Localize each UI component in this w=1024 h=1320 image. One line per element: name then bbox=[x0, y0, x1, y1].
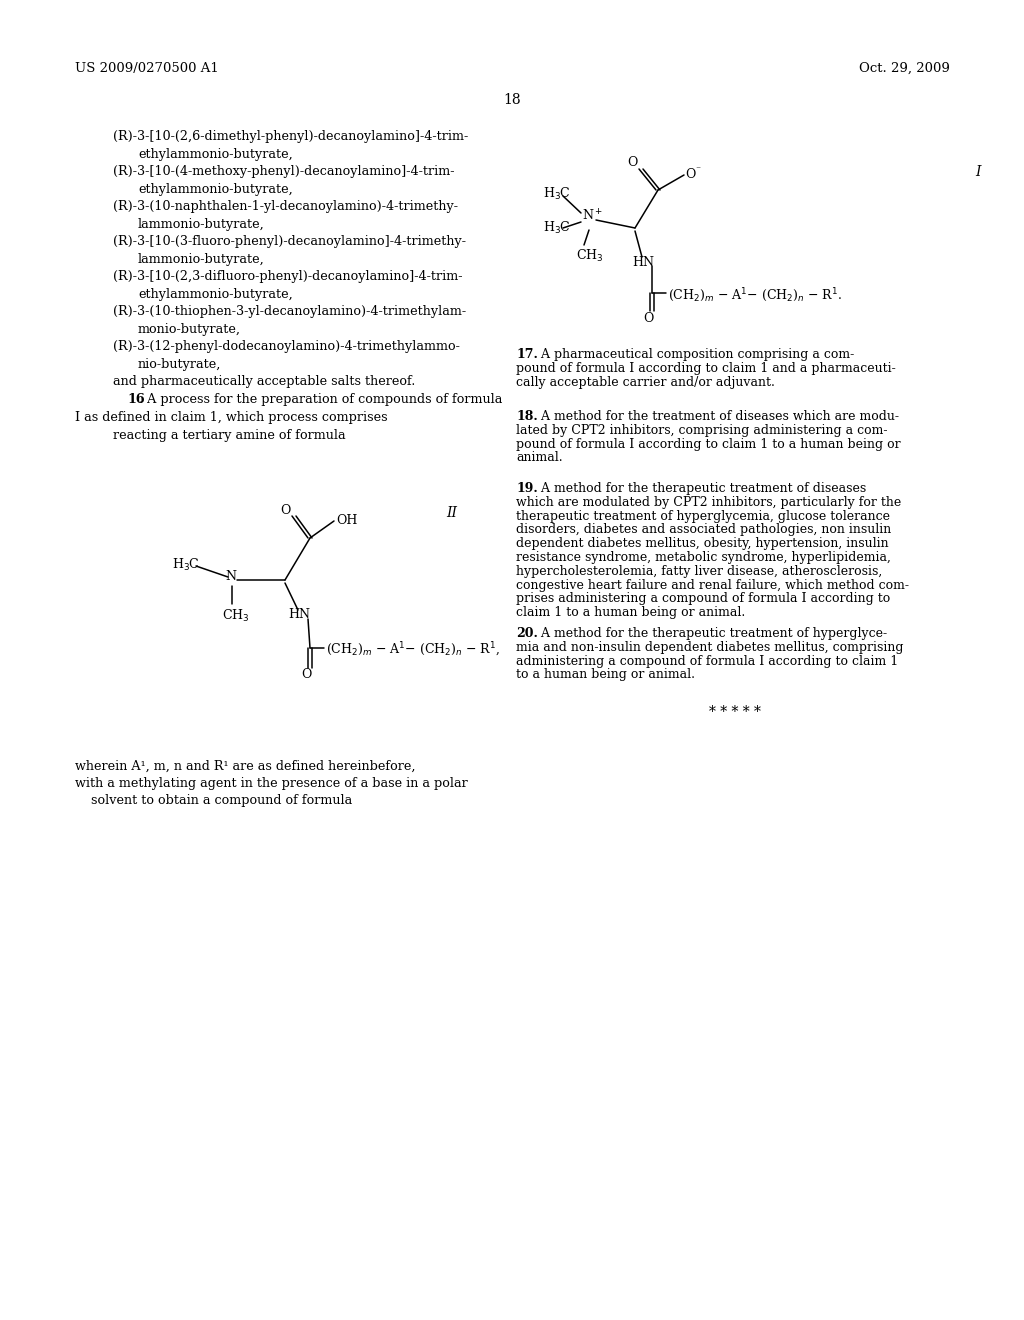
Text: O: O bbox=[643, 312, 653, 325]
Text: 17.: 17. bbox=[516, 348, 538, 360]
Text: hypercholesterolemia, fatty liver disease, atherosclerosis,: hypercholesterolemia, fatty liver diseas… bbox=[516, 565, 883, 578]
Text: nio-butyrate,: nio-butyrate, bbox=[138, 358, 221, 371]
Text: dependent diabetes mellitus, obesity, hypertension, insulin: dependent diabetes mellitus, obesity, hy… bbox=[516, 537, 889, 550]
Text: pound of formula I according to claim 1 and a pharmaceuti-: pound of formula I according to claim 1 … bbox=[516, 362, 896, 375]
Text: lammonio-butyrate,: lammonio-butyrate, bbox=[138, 218, 265, 231]
Text: (R)-3-[10-(4-methoxy-phenyl)-decanoylamino]-4-trim-: (R)-3-[10-(4-methoxy-phenyl)-decanoylami… bbox=[113, 165, 455, 178]
Text: 19.: 19. bbox=[516, 482, 538, 495]
Text: to a human being or animal.: to a human being or animal. bbox=[516, 668, 695, 681]
Text: A method for the therapeutic treatment of hyperglyce-: A method for the therapeutic treatment o… bbox=[534, 627, 888, 640]
Text: with a methylating agent in the presence of a base in a polar: with a methylating agent in the presence… bbox=[75, 777, 468, 789]
Text: O: O bbox=[280, 503, 290, 516]
Text: reacting a tertiary amine of formula: reacting a tertiary amine of formula bbox=[113, 429, 346, 442]
Text: OH: OH bbox=[336, 515, 357, 528]
Text: claim 1 to a human being or animal.: claim 1 to a human being or animal. bbox=[516, 606, 745, 619]
Text: pound of formula I according to claim 1 to a human being or: pound of formula I according to claim 1 … bbox=[516, 438, 901, 450]
Text: I: I bbox=[975, 165, 981, 180]
Text: Oct. 29, 2009: Oct. 29, 2009 bbox=[859, 62, 950, 75]
Text: HN: HN bbox=[288, 609, 310, 622]
Text: A pharmaceutical composition comprising a com-: A pharmaceutical composition comprising … bbox=[534, 348, 855, 360]
Text: (R)-3-(10-thiophen-3-yl-decanoylamino)-4-trimethylam-: (R)-3-(10-thiophen-3-yl-decanoylamino)-4… bbox=[113, 305, 466, 318]
Text: and pharmaceutically acceptable salts thereof.: and pharmaceutically acceptable salts th… bbox=[113, 375, 416, 388]
Text: (R)-3-(12-phenyl-dodecanoylamino)-4-trimethylammo-: (R)-3-(12-phenyl-dodecanoylamino)-4-trim… bbox=[113, 341, 460, 352]
Text: O: O bbox=[301, 668, 311, 681]
Text: A method for the therapeutic treatment of diseases: A method for the therapeutic treatment o… bbox=[534, 482, 866, 495]
Text: N: N bbox=[225, 569, 236, 582]
Text: animal.: animal. bbox=[516, 451, 562, 465]
Text: administering a compound of formula I according to claim 1: administering a compound of formula I ac… bbox=[516, 655, 898, 668]
Text: ethylammonio-butyrate,: ethylammonio-butyrate, bbox=[138, 148, 293, 161]
Text: (R)-3-[10-(2,6-dimethyl-phenyl)-decanoylamino]-4-trim-: (R)-3-[10-(2,6-dimethyl-phenyl)-decanoyl… bbox=[113, 129, 468, 143]
Text: . A process for the preparation of compounds of formula: . A process for the preparation of compo… bbox=[139, 393, 503, 407]
Text: H$_3$C: H$_3$C bbox=[172, 557, 200, 573]
Text: O: O bbox=[685, 169, 695, 181]
Text: disorders, diabetes and associated pathologies, non insulin: disorders, diabetes and associated patho… bbox=[516, 524, 891, 536]
Text: II: II bbox=[446, 506, 458, 520]
Text: (R)-3-[10-(2,3-difluoro-phenyl)-decanoylamino]-4-trim-: (R)-3-[10-(2,3-difluoro-phenyl)-decanoyl… bbox=[113, 271, 463, 282]
Text: CH$_3$: CH$_3$ bbox=[575, 248, 603, 264]
Text: mia and non-insulin dependent diabetes mellitus, comprising: mia and non-insulin dependent diabetes m… bbox=[516, 640, 903, 653]
Text: congestive heart failure and renal failure, which method com-: congestive heart failure and renal failu… bbox=[516, 578, 909, 591]
Text: HN: HN bbox=[632, 256, 654, 268]
Text: (R)-3-(10-naphthalen-1-yl-decanoylamino)-4-trimethy-: (R)-3-(10-naphthalen-1-yl-decanoylamino)… bbox=[113, 201, 458, 213]
Text: solvent to obtain a compound of formula: solvent to obtain a compound of formula bbox=[75, 795, 352, 807]
Text: monio-butyrate,: monio-butyrate, bbox=[138, 323, 241, 337]
Text: ethylammonio-butyrate,: ethylammonio-butyrate, bbox=[138, 183, 293, 195]
Text: cally acceptable carrier and/or adjuvant.: cally acceptable carrier and/or adjuvant… bbox=[516, 376, 775, 388]
Text: ethylammonio-butyrate,: ethylammonio-butyrate, bbox=[138, 288, 293, 301]
Text: 18.: 18. bbox=[516, 411, 538, 422]
Text: lated by CPT2 inhibitors, comprising administering a com-: lated by CPT2 inhibitors, comprising adm… bbox=[516, 424, 888, 437]
Text: (R)-3-[10-(3-fluoro-phenyl)-decanoylamino]-4-trimethy-: (R)-3-[10-(3-fluoro-phenyl)-decanoylamin… bbox=[113, 235, 466, 248]
Text: which are modulated by CPT2 inhibitors, particularly for the: which are modulated by CPT2 inhibitors, … bbox=[516, 496, 901, 508]
Text: US 2009/0270500 A1: US 2009/0270500 A1 bbox=[75, 62, 219, 75]
Text: prises administering a compound of formula I according to: prises administering a compound of formu… bbox=[516, 593, 890, 606]
Text: wherein A¹, m, n and R¹ are as defined hereinbefore,: wherein A¹, m, n and R¹ are as defined h… bbox=[75, 760, 416, 774]
Text: ⁻: ⁻ bbox=[695, 165, 700, 174]
Text: therapeutic treatment of hyperglycemia, glucose tolerance: therapeutic treatment of hyperglycemia, … bbox=[516, 510, 890, 523]
Text: resistance syndrome, metabolic syndrome, hyperlipidemia,: resistance syndrome, metabolic syndrome,… bbox=[516, 550, 891, 564]
Text: A method for the treatment of diseases which are modu-: A method for the treatment of diseases w… bbox=[534, 411, 899, 422]
Text: O: O bbox=[627, 157, 637, 169]
Text: 20.: 20. bbox=[516, 627, 538, 640]
Text: * * * * *: * * * * * bbox=[709, 705, 761, 719]
Text: CH$_3$: CH$_3$ bbox=[222, 609, 250, 624]
Text: (CH$_2$)$_m$ $-$ A$^1$$-$ (CH$_2$)$_n$ $-$ R$^1$,: (CH$_2$)$_m$ $-$ A$^1$$-$ (CH$_2$)$_n$ $… bbox=[326, 642, 500, 659]
Text: lammonio-butyrate,: lammonio-butyrate, bbox=[138, 253, 265, 267]
Text: N$^+$: N$^+$ bbox=[582, 209, 603, 223]
Text: H$_3$C: H$_3$C bbox=[543, 220, 570, 236]
Text: H$_3$C: H$_3$C bbox=[543, 186, 570, 202]
Text: I as defined in claim 1, which process comprises: I as defined in claim 1, which process c… bbox=[75, 411, 388, 424]
Text: (CH$_2$)$_m$ $-$ A$^1$$-$ (CH$_2$)$_n$ $-$ R$^1$.: (CH$_2$)$_m$ $-$ A$^1$$-$ (CH$_2$)$_n$ $… bbox=[668, 286, 842, 304]
Text: 18: 18 bbox=[503, 92, 521, 107]
Text: 16: 16 bbox=[127, 393, 144, 407]
